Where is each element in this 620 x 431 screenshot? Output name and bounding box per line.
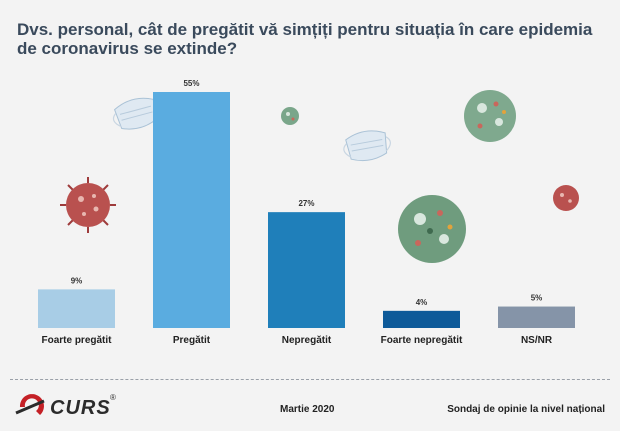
category-label: Nepregătit [282,335,332,346]
category-label: Pregătit [173,335,211,346]
bar-series: 9% Foarte pregătit 55% Pregătit 27% Nepregăti… [38,79,575,346]
coronavirus-red-icon [60,177,116,233]
curs-logo-icon [15,394,45,415]
data-label: 55% [183,79,199,88]
bar [498,306,575,328]
coronavirus-red-icon [553,185,579,211]
data-label: 4% [416,298,428,307]
category-label: NS/NR [521,335,553,346]
bar [383,310,460,328]
mask-icon [343,130,391,162]
chart-title: Dvs. personal, cât de pregătit vă simțiț… [17,20,593,58]
data-label: 9% [71,276,83,285]
bar-chart: 9% Foarte pregătit 55% Pregătit 27% Nepregăti… [38,79,579,346]
footer-divider [10,379,610,380]
bar [38,289,115,328]
category-label: Foarte pregătit [41,335,112,346]
registered-mark: ® [110,393,116,402]
survey-date: Martie 2020 [280,404,335,415]
coronavirus-green-icon [398,195,466,263]
brand-name: CURS [50,397,111,419]
data-label: 5% [531,294,543,303]
bar [153,92,230,328]
coronavirus-green-icon [464,90,516,142]
survey-note: Sondaj de opinie la nivel național [447,404,605,415]
bar [268,212,345,328]
category-label: Foarte nepregătit [381,335,463,346]
coronavirus-green-icon [281,107,299,125]
data-label: 27% [298,199,314,208]
